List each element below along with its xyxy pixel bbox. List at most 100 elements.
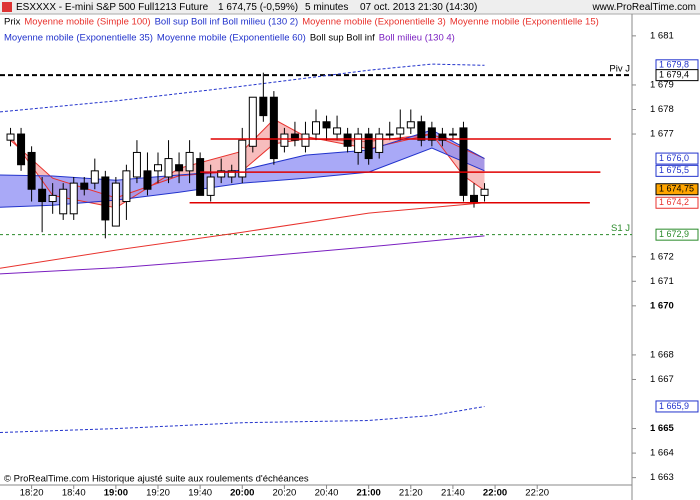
legend-entry: Boll sup Boll inf Boll milieu (130 2): [155, 17, 299, 28]
candle-body: [59, 188, 68, 215]
y-tick-label: 1 665: [650, 423, 674, 434]
price-box: [655, 400, 699, 413]
x-tick-label: 19:20: [146, 488, 170, 499]
interval: 5 minutes: [305, 2, 348, 13]
candle-body: [101, 176, 110, 221]
x-tick-label: 20:00: [230, 488, 254, 499]
candle-body: [206, 176, 215, 196]
footnote: © ProRealTime.com Historique ajusté suit…: [4, 474, 309, 485]
candle-body: [438, 133, 447, 141]
legend-entry: Boll milieu (130 4): [379, 33, 455, 44]
x-tick-label: 22:20: [525, 488, 549, 499]
candle-body: [69, 182, 78, 215]
legend-entry: Moyenne mobile (Exponentielle 3): [302, 17, 446, 28]
candle-body: [333, 127, 342, 135]
candle-body: [175, 164, 184, 172]
plot-area: [0, 63, 632, 433]
candle-body: [301, 133, 310, 147]
candle-body: [448, 133, 457, 136]
price-box-label: 1 679,4: [659, 70, 689, 80]
candle-body: [417, 121, 426, 141]
price-box-label: 1 676,0: [659, 153, 689, 163]
datetime: 07 oct. 2013 21:30 (14:30): [360, 2, 477, 13]
legend-entry: Moyenne mobile (Exponentielle 15): [450, 17, 599, 28]
pivot-label: Piv J: [609, 64, 630, 75]
candle-body: [385, 133, 394, 136]
x-tick-label: 19:00: [104, 488, 128, 499]
candle-body: [280, 133, 289, 147]
indicator-line: [0, 406, 485, 433]
y-tick-label: 1 678: [650, 104, 674, 115]
y-tick-label: 1 664: [650, 448, 674, 459]
candle-body: [122, 170, 131, 203]
legend-entry: Moyenne mobile (Exponentielle 35): [4, 33, 153, 44]
candle-body: [480, 188, 489, 196]
x-tick-label: 19:40: [188, 488, 212, 499]
price-box-label: 1 674,2: [659, 197, 689, 207]
candle-body: [217, 170, 226, 178]
price-box: [655, 69, 699, 82]
candle-body: [248, 96, 257, 147]
candle-body: [17, 133, 26, 166]
candle-body: [196, 158, 205, 196]
price-box: [655, 196, 699, 209]
menu-icon[interactable]: [2, 2, 12, 12]
site: www.ProRealTime.com: [591, 2, 696, 13]
candle-body: [90, 170, 99, 184]
band-fill: [0, 130, 485, 208]
candle-body: [111, 182, 120, 227]
indicator-line: [0, 63, 485, 113]
candle-body: [406, 121, 415, 129]
legend-entry: Prix: [4, 17, 21, 28]
y-tick-label: 1 671: [650, 276, 674, 287]
overlay: Piv J S1 J: [189, 64, 630, 234]
indicator-line: [0, 235, 485, 275]
candle-body: [185, 151, 194, 172]
pivot-label: S1 J: [611, 223, 630, 234]
y-tick-label: 1 677: [650, 129, 674, 140]
candle-body: [154, 164, 162, 172]
price-box-label: 1 674,75: [659, 184, 694, 194]
y-tick-label: 1 663: [650, 472, 674, 483]
candle-body: [427, 127, 436, 141]
y-tick-label: 1 679: [650, 79, 674, 90]
x-tick-label: 21:40: [441, 488, 465, 499]
price-box: [655, 164, 699, 177]
candle-body: [238, 139, 247, 178]
price-box-label: 1 675,5: [659, 165, 689, 175]
legend-entry: Boll sup Boll inf: [310, 33, 375, 44]
candle-body: [164, 158, 173, 178]
x-tick-label: 20:20: [273, 488, 297, 499]
x-tick-label: 20:40: [315, 488, 339, 499]
candle-body: [290, 133, 299, 141]
legend-entry: Moyenne mobile (Exponentielle 60): [157, 33, 306, 44]
header-bar: [0, 0, 700, 14]
candle-body: [80, 182, 89, 190]
candle-body: [227, 170, 236, 178]
candle-body: [269, 96, 278, 160]
price-box: [655, 228, 699, 241]
price-box: [655, 183, 699, 196]
y-tick-label: 1 681: [650, 30, 674, 41]
candle-body: [6, 133, 15, 141]
y-tick-label: 1 672: [650, 251, 674, 262]
last-price: 1 674,75 (-0,59%): [218, 2, 298, 13]
candle-body: [312, 121, 320, 135]
price-box-label: 1 665,9: [659, 401, 689, 411]
x-tick-label: 18:40: [62, 488, 86, 499]
y-tick-label: 1 670: [650, 300, 674, 311]
candle-body: [375, 133, 384, 153]
price-box-label: 1 679,8: [659, 60, 689, 70]
candle-body: [470, 194, 478, 203]
candle-body: [322, 121, 331, 129]
indicator-line: [0, 202, 485, 269]
candle-body: [259, 96, 268, 117]
legend-entry: Moyenne mobile (Simple 100): [24, 17, 150, 28]
candle-body: [48, 194, 57, 203]
price-box-label: 1 672,9: [659, 229, 689, 239]
candle-body: [132, 151, 141, 178]
candle-body: [396, 127, 405, 135]
x-tick-label: 21:00: [357, 488, 381, 499]
y-tick-label: 1 668: [650, 349, 674, 360]
